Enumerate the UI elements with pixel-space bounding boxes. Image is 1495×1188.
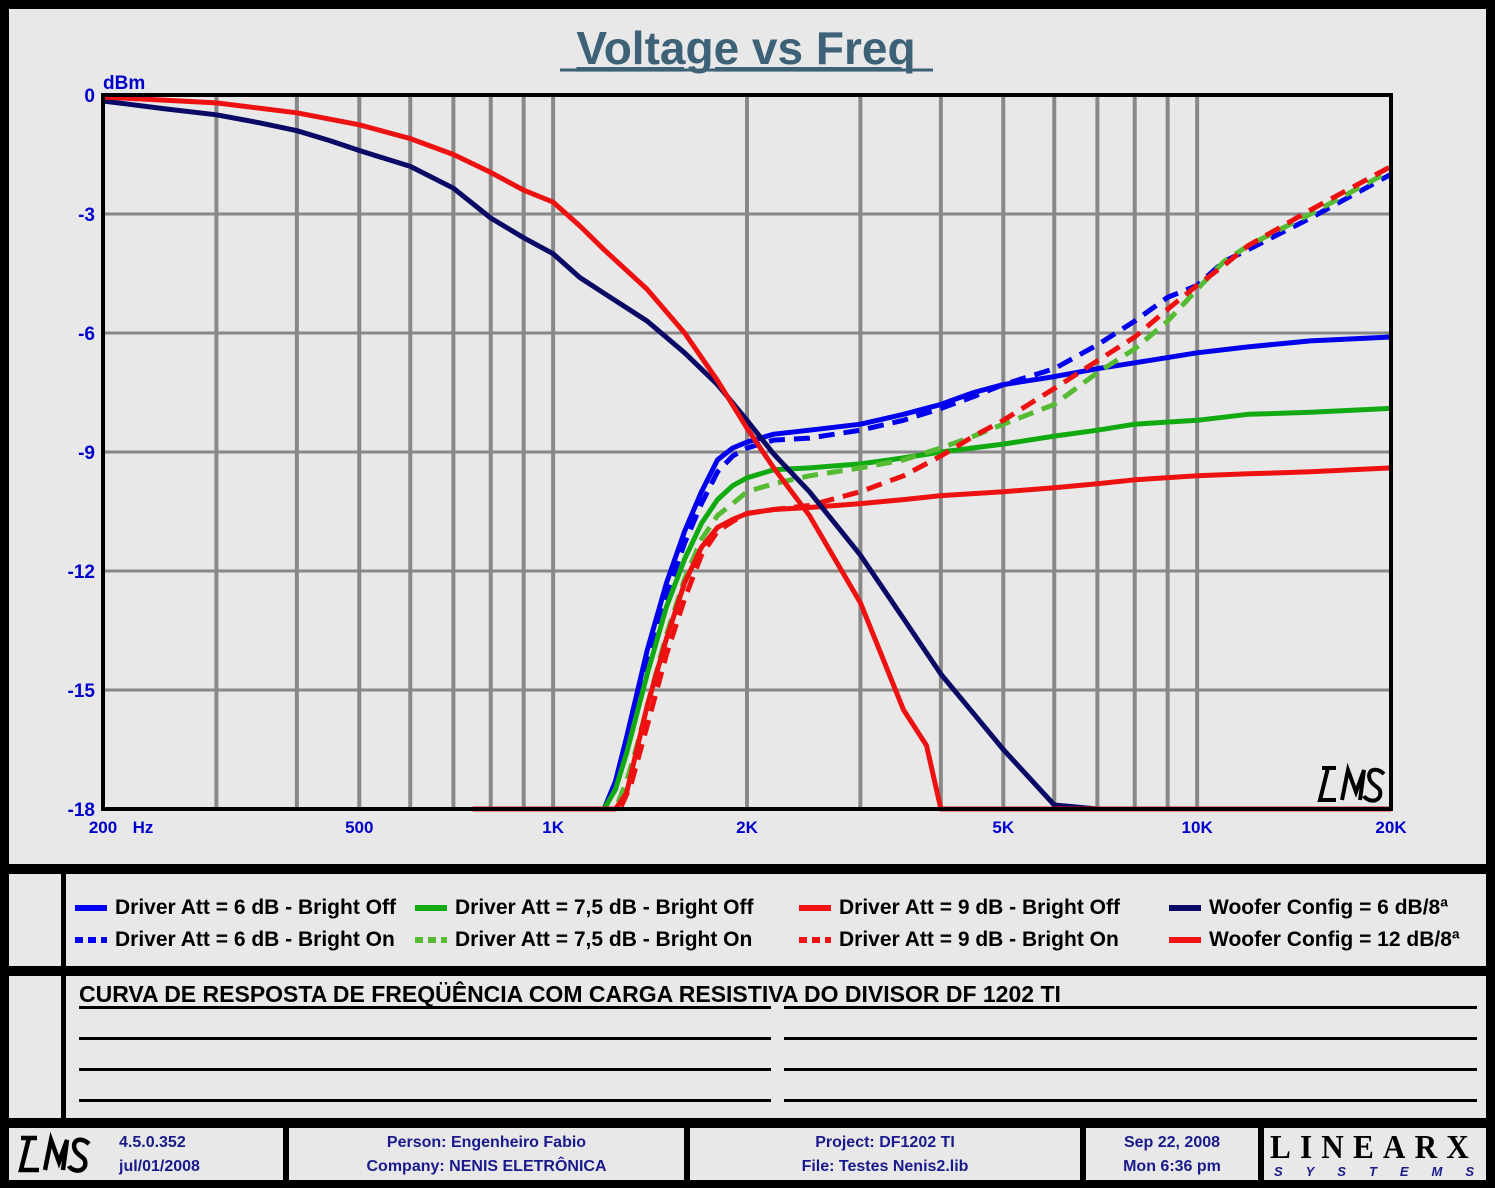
- version-date: jul/01/2008: [119, 1158, 200, 1175]
- y-tick-label: -12: [68, 562, 95, 583]
- legend-label: Driver Att = 6 dB - Bright Off: [115, 896, 396, 919]
- project-label: Project: DF1202 TI: [815, 1134, 955, 1151]
- legend-item: Woofer Config = 6 dB/8ª: [1169, 896, 1489, 924]
- footer-person-cell: Person: Engenheiro Fabio Company: NENIS …: [289, 1128, 684, 1180]
- notes-text: CURVA DE RESPOSTA DE FREQÜÊNCIA COM CARG…: [79, 981, 1061, 1007]
- time-label: Mon 6:36 pm: [1123, 1158, 1221, 1175]
- brand-top-text: LINEARX: [1270, 1129, 1478, 1166]
- footer-project-cell: Project: DF1202 TI File: Testes Nenis2.l…: [690, 1128, 1080, 1180]
- series-line-2: [472, 172, 1393, 812]
- legend-label: Woofer Config = 12 dB/8ª: [1209, 928, 1460, 951]
- note-rule: [79, 1068, 771, 1071]
- x-tick-label: 200: [89, 818, 117, 837]
- series-lines: [102, 94, 1393, 812]
- series-line-7: [102, 98, 1391, 812]
- legend-swatch: [799, 937, 831, 943]
- brand-bottom-text: SYSTEMS: [1274, 1164, 1474, 1179]
- legend-panel: Driver Att = 6 dB - Bright Off Driver Att…: [9, 874, 1486, 966]
- series-line-8: [102, 94, 1391, 812]
- legend-item: Driver Att = 9 dB - Bright On: [799, 928, 1119, 956]
- y-tick-label: -18: [68, 800, 95, 821]
- legend-label: Driver Att = 9 dB - Bright Off: [839, 896, 1120, 919]
- legend-swatch: [1169, 905, 1201, 911]
- legend-swatch: [75, 937, 107, 943]
- note-rule: [784, 1068, 1477, 1071]
- y-axis-unit-label: dBm: [103, 73, 145, 94]
- legend-swatch: [415, 905, 447, 911]
- legend-swatch: [1169, 937, 1201, 943]
- legend-item: Driver Att = 6 dB - Bright On: [75, 928, 395, 956]
- legend-item: Driver Att = 6 dB - Bright Off: [75, 896, 396, 924]
- legend-swatch: [799, 905, 831, 911]
- chart-title: Voltage vs Freq: [576, 22, 915, 74]
- lms-watermark-logo: [1317, 762, 1386, 803]
- linearx-logo: LINEARX SYSTEMS: [1264, 1128, 1486, 1180]
- series-line-6: [472, 164, 1393, 812]
- date-label: Sep 22, 2008: [1123, 1134, 1221, 1151]
- note-rule: [79, 1037, 771, 1040]
- person-label: Person: Engenheiro Fabio: [386, 1134, 587, 1151]
- legend-item: Driver Att = 7,5 dB - Bright On: [415, 928, 752, 956]
- series-line-4: [472, 168, 1393, 812]
- x-tick-label: 500: [345, 818, 373, 837]
- chart-panel: Voltage vs Freq dBm 0 -3 -6 -9 -12 -15 -18 200 5…: [9, 9, 1486, 864]
- legend-item: Driver Att = 9 dB - Bright Off: [799, 896, 1120, 924]
- company-label: Company: NENIS ELETRÔNICA: [366, 1158, 607, 1175]
- legend-label: Woofer Config = 6 dB/8ª: [1209, 896, 1448, 919]
- x-tick-label: 1K: [542, 818, 564, 837]
- lms-logo: [18, 1131, 91, 1173]
- y-tick-label: -3: [78, 205, 95, 226]
- y-tick-label: -15: [68, 681, 96, 702]
- legend-tab: [9, 874, 66, 966]
- y-tick-label: 0: [84, 86, 95, 107]
- x-tick-label: 20K: [1375, 818, 1407, 837]
- grid: [101, 93, 1393, 811]
- version-number: 4.5.0.352: [119, 1134, 186, 1151]
- file-label: File: Testes Nenis2.lib: [801, 1158, 969, 1175]
- series-line-3: [472, 405, 1392, 812]
- note-rule: [784, 1037, 1477, 1040]
- footer-version-cell: 4.5.0.352 jul/01/2008: [105, 1128, 283, 1180]
- notes-panel: CURVA DE RESPOSTA DE FREQÜÊNCIA COM CARG…: [9, 976, 1486, 1118]
- notes-tab: [9, 976, 66, 1118]
- footer-date-cell: Sep 22, 2008 Mon 6:36 pm: [1086, 1128, 1258, 1180]
- legend-label: Driver Att = 7,5 dB - Bright Off: [455, 896, 754, 919]
- legend-item: Driver Att = 7,5 dB - Bright Off: [415, 896, 754, 924]
- legend-swatch: [75, 905, 107, 911]
- plot-frame: [101, 93, 1393, 811]
- y-tick-label: -6: [78, 324, 95, 345]
- footer-logo-cell: [9, 1128, 105, 1180]
- x-tick-label: 5K: [992, 818, 1014, 837]
- note-rule: [79, 1099, 771, 1102]
- x-tick-label: 10K: [1182, 818, 1214, 837]
- legend-label: Driver Att = 7,5 dB - Bright On: [455, 928, 753, 951]
- y-tick-label: -9: [78, 443, 95, 464]
- legend-label: Driver Att = 9 dB - Bright On: [839, 928, 1119, 951]
- note-rule: [79, 1006, 771, 1009]
- footer: 4.5.0.352 jul/01/2008 Person: Engenheiro…: [9, 1128, 1486, 1180]
- note-rule: [784, 1099, 1477, 1102]
- x-unit-label: Hz: [133, 818, 154, 837]
- legend-label: Driver Att = 6 dB - Bright On: [115, 928, 395, 951]
- series-line-1: [472, 334, 1392, 812]
- note-rule: [784, 1006, 1477, 1009]
- legend-swatch: [415, 937, 447, 943]
- x-tick-label: 2K: [736, 818, 758, 837]
- legend-item: Woofer Config = 12 dB/8ª: [1169, 928, 1489, 956]
